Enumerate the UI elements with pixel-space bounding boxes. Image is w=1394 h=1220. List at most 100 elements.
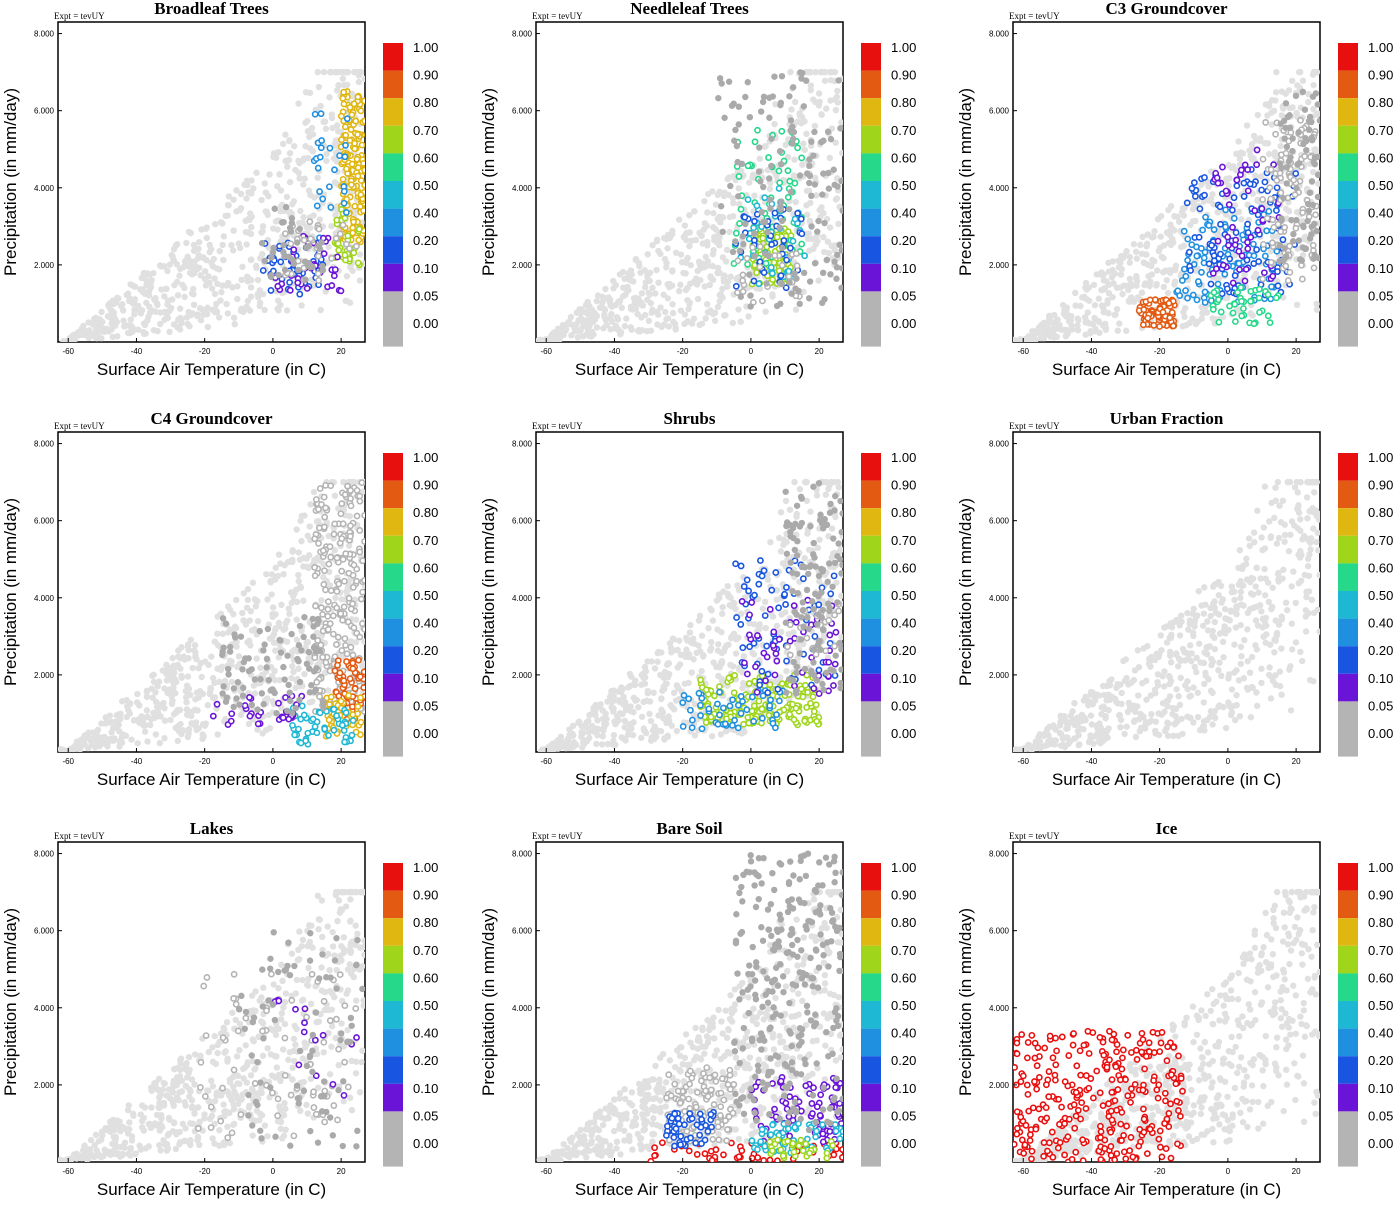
background-point [104,737,110,743]
data-point [751,225,756,230]
data-point [344,210,349,215]
y-tick-label: 4.000 [34,594,55,603]
background-point [1082,319,1088,325]
data-point [344,710,349,715]
data-point [362,118,367,123]
data-point [742,94,748,100]
data-point [313,686,319,692]
chart-title: Broadleaf Trees [154,0,269,18]
data-point [1286,278,1291,283]
background-point [287,179,293,185]
data-point [1311,243,1316,248]
background-point [763,625,769,631]
background-point [191,647,197,653]
data-point [220,683,226,689]
data-point [761,94,767,100]
data-point [1239,167,1244,172]
data-point [259,690,265,696]
background-point [738,318,744,324]
background-point [1128,283,1134,289]
data-point [727,183,733,189]
background-point [1143,243,1149,249]
data-point [238,633,244,639]
y-tick-label: 8.000 [512,30,533,39]
data-point [1298,118,1303,123]
background-point [1131,241,1137,247]
background-point [238,277,244,283]
background-point [630,305,636,311]
data-point [220,615,226,621]
data-point [359,596,364,601]
y-tick-label: 2.000 [34,261,55,270]
data-point [332,521,337,526]
data-point [359,480,364,485]
background-point [280,571,286,577]
data-point [732,127,738,133]
background-point [839,150,845,156]
colorbar-segment [383,126,403,154]
background-point [662,309,668,315]
background-point [1063,327,1069,333]
colorbar-label: 1.00 [413,450,438,465]
background-point [696,322,702,328]
data-point [726,79,732,85]
data-point [1274,185,1279,190]
data-point [1303,147,1309,153]
colorbar-segment [383,43,403,71]
data-point [1293,93,1299,99]
background-point [736,185,742,191]
data-point [240,685,246,691]
data-point [284,653,290,659]
background-point [276,551,282,557]
data-point [1232,302,1237,307]
background-point [833,196,839,202]
data-point [321,582,326,587]
background-point [1283,206,1289,212]
colorbar-label: 0.10 [413,671,438,686]
colorbar-label: 0.70 [413,123,438,138]
background-point [617,298,623,304]
data-point [326,627,331,632]
data-point [337,670,342,675]
data-point [1183,274,1188,279]
background-point [1156,248,1162,254]
data-point [819,300,825,306]
background-point [98,720,104,726]
data-point [1270,240,1275,245]
data-point [219,690,225,696]
background-point [609,303,615,309]
background-point [1207,197,1213,203]
colorbar-segment [1338,319,1358,347]
colorbar-label: 0.60 [413,150,438,165]
background-point [694,268,700,274]
background-point [300,181,306,187]
background-point [703,315,709,321]
data-point [307,219,312,224]
data-point [349,182,354,187]
background-point [818,204,824,210]
data-point [1252,208,1257,213]
background-point [1041,329,1047,335]
data-point [342,253,347,258]
data-point [1290,231,1296,237]
background-point [305,565,311,571]
data-point [1283,253,1289,259]
background-point [644,297,650,303]
data-point [233,695,239,701]
colorbar-label: 0.10 [413,261,438,276]
data-point [806,156,812,162]
background-point [284,618,290,624]
data-point [323,587,328,592]
data-point [760,236,765,241]
background-point [1272,149,1278,155]
colorbar-segment [383,319,403,347]
background-point [727,662,733,668]
colorbar-label: 0.20 [891,233,916,248]
data-point [1266,292,1271,297]
colorbar-label: 0.50 [413,588,438,603]
background-point [108,719,114,725]
background-point [232,321,238,327]
background-point [167,306,173,312]
background-point [1143,251,1149,257]
